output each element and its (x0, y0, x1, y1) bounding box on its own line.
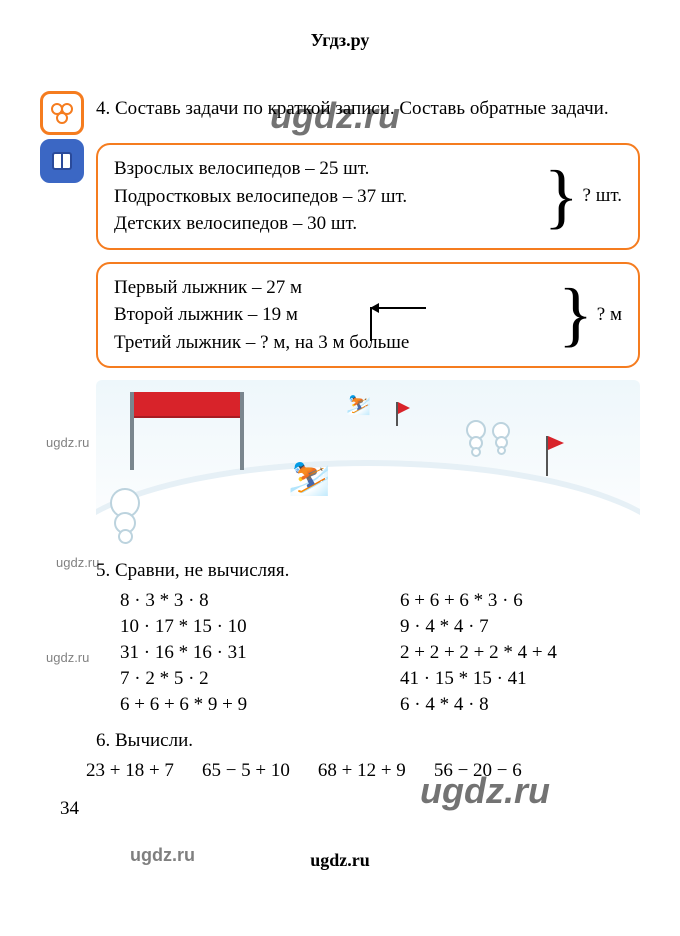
task4-block1: Взрослых велосипедов – 25 шт. Подростков… (96, 143, 640, 250)
block1-line3: Детских велосипедов – 30 шт. (114, 210, 534, 238)
task4-number: 4. (96, 98, 110, 119)
task6-row: 23 + 18 + 7 65 − 5 + 10 68 + 12 + 9 56 −… (86, 760, 640, 782)
calc-item: 65 − 5 + 10 (202, 760, 290, 782)
block1-line2: Подростковых велосипедов – 37 шт. (114, 183, 534, 211)
curly-brace-icon: } (558, 286, 593, 344)
compare-item: 31 · 16 * 16 · 31 (120, 642, 360, 664)
task5-grid: 8 · 3 * 3 · 8 6 + 6 + 6 * 3 · 6 10 · 17 … (120, 590, 640, 716)
task5-heading: 5. Сравни, не вычисляя. (96, 560, 640, 582)
page-number: 34 (60, 798, 640, 820)
calc-item: 68 + 12 + 9 (318, 760, 406, 782)
compare-item: 7 · 2 * 5 · 2 (120, 668, 360, 690)
block1-result: ? шт. (583, 185, 622, 207)
calc-item: 23 + 18 + 7 (86, 760, 174, 782)
distant-skier-icon: ⛷️ (346, 392, 371, 417)
compare-item: 2 + 2 + 2 + 2 * 4 + 4 (400, 642, 640, 664)
compare-item: 10 · 17 * 15 · 10 (120, 616, 360, 638)
site-footer: ugdz.ru (40, 850, 640, 871)
snowman-icon (492, 422, 510, 455)
compare-item: 8 · 3 * 3 · 8 (120, 590, 360, 612)
compare-item: 6 + 6 + 6 * 3 · 6 (400, 590, 640, 612)
block1-line1: Взрослых велосипедов – 25 шт. (114, 155, 534, 183)
compare-item: 9 · 4 * 4 · 7 (400, 616, 640, 638)
snowman-icon (466, 420, 486, 457)
block2-line3: Третий лыжник – ? м, на 3 м больше (114, 329, 548, 357)
task4-body: Составь задачи по краткой записи. Состав… (115, 98, 609, 119)
block2-result: ? м (597, 304, 622, 326)
watermark-small: ugdz.ru (46, 435, 89, 450)
task6-heading: 6. Вычисли. (96, 730, 640, 752)
group-work-icon (40, 91, 84, 135)
task4-block2: Первый лыжник – 27 м Второй лыжник – 19 … (96, 262, 640, 369)
main-skier-icon: ⛷️ (288, 458, 330, 498)
reference-arrow-icon (370, 307, 426, 341)
marker-flag-icon (546, 436, 548, 476)
marker-flag-icon (396, 402, 398, 426)
watermark-small: ugdz.ru (46, 650, 89, 665)
calc-item: 56 − 20 − 6 (434, 760, 522, 782)
curly-brace-icon: } (544, 168, 579, 226)
ski-scene-illustration: ⛷️ ⛷️ (96, 380, 640, 550)
site-header: Угдз.ру (40, 30, 640, 51)
compare-item: 6 + 6 + 6 * 9 + 9 (120, 694, 360, 716)
block2-line2: Второй лыжник – 19 м (114, 304, 298, 325)
task4-row: 4. Составь задачи по краткой записи. Сос… (40, 91, 640, 135)
watermark-small: ugdz.ru (56, 555, 99, 570)
snowman-icon (110, 488, 140, 544)
task4-text: 4. Составь задачи по краткой записи. Сос… (96, 91, 609, 122)
textbook-icon (40, 139, 84, 183)
block2-line1: Первый лыжник – 27 м (114, 274, 548, 302)
compare-item: 6 · 4 * 4 · 8 (400, 694, 640, 716)
compare-item: 41 · 15 * 15 · 41 (400, 668, 640, 690)
